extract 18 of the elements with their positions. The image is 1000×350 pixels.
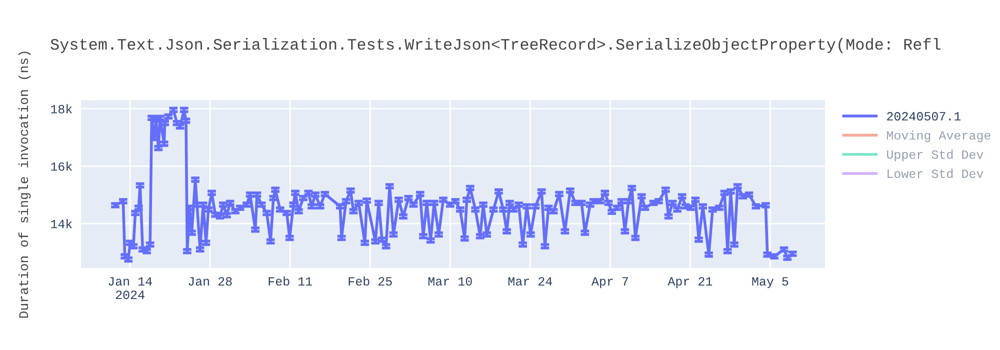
chart-title: System.Text.Json.Serialization.Tests.WriteJson<TreeRecord>.SerializeObjectProperty(Mode: Refl bbox=[50, 38, 941, 53]
x-tick-label: May 5 bbox=[752, 277, 788, 288]
x-tick-label: Mar 10 bbox=[428, 277, 472, 286]
x-tick-label: Mar 24 bbox=[508, 277, 552, 286]
y-tick-label: 14k bbox=[51, 219, 72, 228]
y-tick-label: 16k bbox=[51, 162, 72, 171]
legend-label: Upper Std Dev bbox=[887, 150, 984, 162]
x-tick-label: Feb 25 bbox=[348, 276, 392, 286]
x-tick-label: Jan 14 2024 bbox=[108, 277, 152, 300]
x-tick-label: Jan 28 bbox=[188, 277, 232, 286]
x-tick-label: Apr 21 bbox=[668, 277, 712, 288]
y-tick-label: 18k bbox=[51, 104, 72, 114]
legend-label: 20240507.1 bbox=[887, 112, 961, 121]
legend-label: Lower Std Dev bbox=[888, 168, 984, 178]
legend-label: Moving Average bbox=[886, 130, 990, 142]
x-tick-label: Apr 7 bbox=[591, 277, 628, 288]
x-tick-label: Feb 11 bbox=[268, 276, 312, 286]
y-axis-title: Duration of single invocation (ns) bbox=[18, 52, 31, 318]
